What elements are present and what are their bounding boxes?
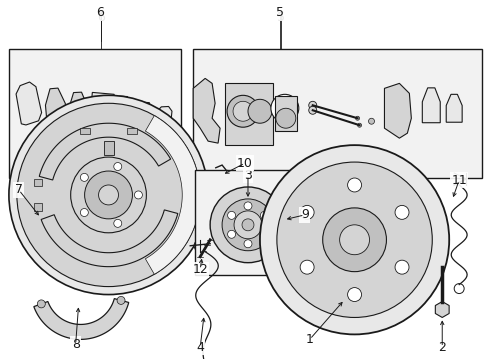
Circle shape <box>99 185 118 205</box>
Polygon shape <box>39 123 170 180</box>
Text: 12: 12 <box>192 263 207 276</box>
Circle shape <box>37 300 45 308</box>
Text: 5: 5 <box>277 11 285 24</box>
Text: 9: 9 <box>300 208 308 221</box>
Circle shape <box>453 284 463 293</box>
Circle shape <box>275 99 293 117</box>
Polygon shape <box>34 298 128 339</box>
Circle shape <box>227 211 235 219</box>
Circle shape <box>308 106 316 114</box>
Polygon shape <box>434 302 448 318</box>
Circle shape <box>394 206 408 219</box>
Circle shape <box>357 123 361 127</box>
Bar <box>126 128 136 134</box>
Bar <box>34 203 42 211</box>
Circle shape <box>80 174 88 181</box>
Bar <box>305 219 318 230</box>
Text: 4: 4 <box>196 341 203 354</box>
Circle shape <box>300 260 313 274</box>
Circle shape <box>347 288 361 302</box>
Circle shape <box>260 145 448 334</box>
Circle shape <box>226 95 259 127</box>
Circle shape <box>322 208 386 272</box>
Circle shape <box>308 101 316 109</box>
Text: 6: 6 <box>97 11 104 24</box>
Polygon shape <box>68 92 89 135</box>
Circle shape <box>300 206 313 219</box>
Polygon shape <box>145 116 200 274</box>
Circle shape <box>233 101 252 121</box>
Bar <box>34 179 42 186</box>
Circle shape <box>84 171 132 219</box>
Text: 7: 7 <box>15 184 23 197</box>
Bar <box>9 49 181 178</box>
Text: 5: 5 <box>275 6 283 19</box>
Circle shape <box>355 116 359 120</box>
Text: 8: 8 <box>72 338 80 351</box>
Polygon shape <box>422 88 439 123</box>
Polygon shape <box>91 93 114 110</box>
Circle shape <box>216 189 224 197</box>
Text: 10: 10 <box>237 157 252 170</box>
Text: 6: 6 <box>97 6 104 19</box>
Circle shape <box>9 95 208 294</box>
Circle shape <box>210 187 285 263</box>
Bar <box>213 223 224 234</box>
Circle shape <box>275 108 295 128</box>
Circle shape <box>80 208 88 216</box>
Polygon shape <box>41 210 178 267</box>
Circle shape <box>347 178 361 192</box>
Circle shape <box>114 162 122 171</box>
Circle shape <box>368 118 374 124</box>
Bar <box>274 96 296 131</box>
Polygon shape <box>95 112 109 124</box>
Text: 2: 2 <box>437 341 445 354</box>
Text: 11: 11 <box>450 174 466 186</box>
Bar <box>195 170 299 275</box>
Text: 3: 3 <box>244 168 251 181</box>
Circle shape <box>17 103 200 287</box>
Text: 1: 1 <box>305 333 313 346</box>
Circle shape <box>117 296 125 305</box>
Bar <box>103 141 113 155</box>
Circle shape <box>134 191 142 199</box>
Circle shape <box>227 230 235 238</box>
Polygon shape <box>134 102 153 135</box>
Circle shape <box>194 240 206 252</box>
Circle shape <box>234 211 262 239</box>
Polygon shape <box>384 84 410 138</box>
Circle shape <box>260 230 268 238</box>
Circle shape <box>242 219 253 231</box>
Bar <box>224 84 272 145</box>
Circle shape <box>339 225 369 255</box>
Polygon shape <box>220 217 318 260</box>
Circle shape <box>244 202 251 210</box>
Polygon shape <box>16 82 41 125</box>
Circle shape <box>247 99 271 123</box>
Polygon shape <box>153 107 172 136</box>
Circle shape <box>270 94 298 122</box>
Bar <box>80 128 90 134</box>
Circle shape <box>244 240 251 248</box>
Polygon shape <box>193 78 220 143</box>
Circle shape <box>394 260 408 274</box>
Polygon shape <box>111 96 132 135</box>
Circle shape <box>71 157 146 233</box>
Circle shape <box>114 219 122 228</box>
Polygon shape <box>45 88 67 129</box>
Bar <box>193 49 481 178</box>
Circle shape <box>276 162 431 318</box>
Polygon shape <box>446 94 461 122</box>
Circle shape <box>222 199 273 251</box>
Circle shape <box>260 211 268 219</box>
